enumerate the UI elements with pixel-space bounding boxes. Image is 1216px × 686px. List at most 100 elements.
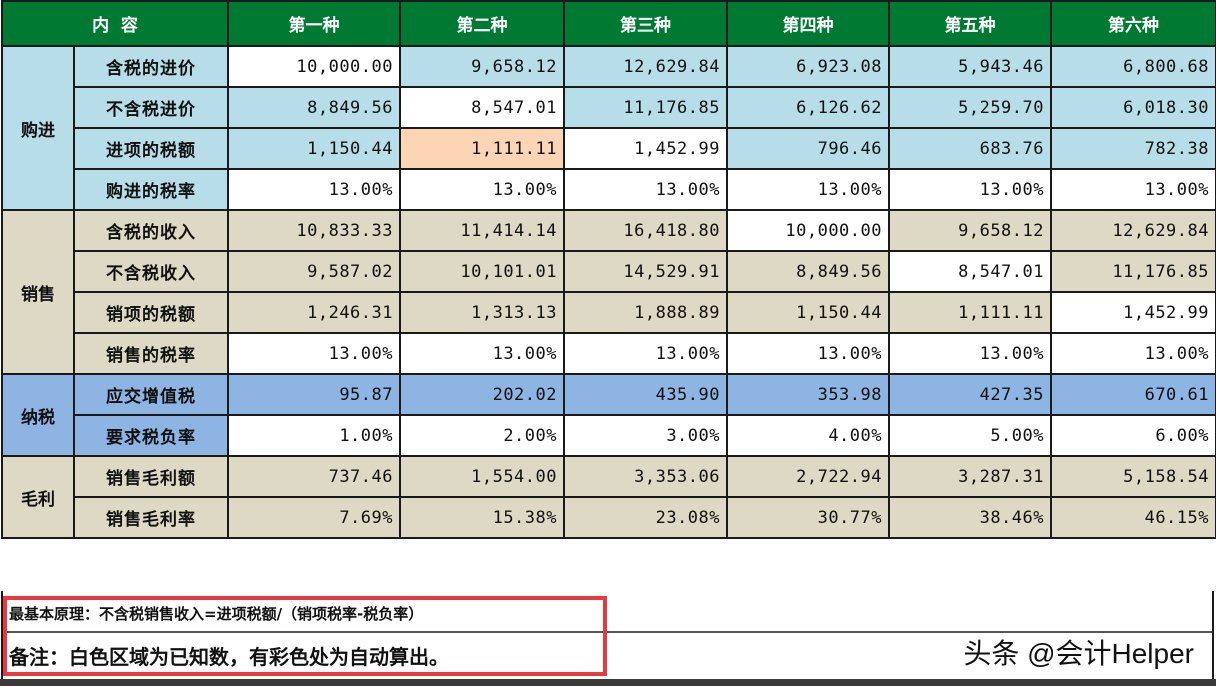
value-cell[interactable]: 30.77% (726, 496, 890, 539)
value-cell[interactable]: 13.00% (563, 332, 728, 375)
value-cell[interactable]: 5,158.54 (1050, 455, 1216, 498)
group-label[interactable]: 销售 (1, 209, 75, 375)
header-col-2[interactable]: 第二种 (399, 0, 565, 47)
value-cell[interactable]: 2,722.94 (726, 455, 890, 498)
value-cell[interactable]: 10,833.33 (227, 209, 401, 252)
value-cell[interactable]: 2.00% (399, 414, 565, 457)
value-cell[interactable]: 1,246.31 (227, 291, 401, 334)
row-label[interactable]: 销售的税率 (73, 332, 229, 375)
value-cell[interactable]: 1,111.11 (399, 127, 565, 170)
value-cell[interactable]: 3,287.31 (888, 455, 1052, 498)
value-cell[interactable]: 683.76 (888, 127, 1052, 170)
value-cell[interactable]: 13.00% (888, 332, 1052, 375)
value-cell[interactable]: 23.08% (563, 496, 728, 539)
row-label[interactable]: 进项的税额 (73, 127, 229, 170)
value-cell[interactable]: 5,943.46 (888, 45, 1052, 88)
header-content[interactable]: 内 容 (1, 0, 229, 47)
highlight-box (3, 596, 607, 676)
value-cell[interactable]: 427.35 (888, 373, 1052, 416)
value-cell[interactable]: 1,313.13 (399, 291, 565, 334)
value-cell[interactable]: 1,452.99 (563, 127, 728, 170)
value-cell[interactable]: 38.46% (888, 496, 1052, 539)
row-label[interactable]: 购进的税率 (73, 168, 229, 211)
row-label[interactable]: 含税的进价 (73, 45, 229, 88)
value-cell[interactable]: 796.46 (726, 127, 890, 170)
row-label[interactable]: 要求税负率 (73, 414, 229, 457)
value-cell[interactable]: 5.00% (888, 414, 1052, 457)
value-cell[interactable]: 16,418.80 (563, 209, 728, 252)
value-cell[interactable]: 9,658.12 (399, 45, 565, 88)
value-cell[interactable]: 15.38% (399, 496, 565, 539)
value-cell[interactable]: 13.00% (227, 332, 401, 375)
value-cell[interactable]: 670.61 (1050, 373, 1216, 416)
value-cell[interactable]: 9,658.12 (888, 209, 1052, 252)
row-label[interactable]: 销售毛利额 (73, 455, 229, 498)
value-cell[interactable]: 7.69% (227, 496, 401, 539)
value-cell[interactable]: 1.00% (227, 414, 401, 457)
value-cell[interactable]: 3.00% (563, 414, 728, 457)
group-label[interactable]: 购进 (1, 45, 75, 211)
row-label[interactable]: 不含税进价 (73, 86, 229, 129)
value-cell[interactable]: 13.00% (726, 168, 890, 211)
value-cell[interactable]: 1,111.11 (888, 291, 1052, 334)
value-cell[interactable]: 11,176.85 (1050, 250, 1216, 293)
value-cell[interactable]: 13.00% (1050, 332, 1216, 375)
value-cell[interactable]: 1,554.00 (399, 455, 565, 498)
value-cell[interactable]: 46.15% (1050, 496, 1216, 539)
group-label[interactable]: 纳税 (1, 373, 75, 457)
value-cell[interactable]: 12,629.84 (563, 45, 728, 88)
header-col-4[interactable]: 第四种 (726, 0, 890, 47)
value-cell[interactable]: 10,000.00 (726, 209, 890, 252)
row-label[interactable]: 不含税收入 (73, 250, 229, 293)
value-cell[interactable]: 10,000.00 (227, 45, 401, 88)
remark-note[interactable]: 备注：白色区域为已知数，有彩色处为自动算出。 (9, 645, 449, 669)
row-label[interactable]: 销售毛利率 (73, 496, 229, 539)
principle-note[interactable]: 最基本原理：不含税销售收入=进项税额/（销项税率-税负率） (9, 605, 424, 623)
value-cell[interactable]: 13.00% (399, 332, 565, 375)
value-cell[interactable]: 12,629.84 (1050, 209, 1216, 252)
value-cell[interactable]: 8,547.01 (399, 86, 565, 129)
value-cell[interactable]: 6,018.30 (1050, 86, 1216, 129)
value-cell[interactable]: 11,414.14 (399, 209, 565, 252)
value-cell[interactable]: 6.00% (1050, 414, 1216, 457)
value-cell[interactable]: 13.00% (399, 168, 565, 211)
value-cell[interactable]: 4.00% (726, 414, 890, 457)
header-col-3[interactable]: 第三种 (563, 0, 728, 47)
value-cell[interactable]: 353.98 (726, 373, 890, 416)
value-cell[interactable]: 8,849.56 (726, 250, 890, 293)
value-cell[interactable]: 13.00% (563, 168, 728, 211)
value-cell[interactable]: 13.00% (888, 168, 1052, 211)
table-row: 销售 含税的收入 10,833.33 11,414.14 16,418.80 10,000… (1, 209, 1216, 375)
value-cell[interactable]: 13.00% (1050, 168, 1216, 211)
value-cell[interactable]: 6,923.08 (726, 45, 890, 88)
row-label[interactable]: 应交增值税 (73, 373, 229, 416)
value-cell[interactable]: 6,800.68 (1050, 45, 1216, 88)
value-cell[interactable]: 13.00% (726, 332, 890, 375)
row-label[interactable]: 含税的收入 (73, 209, 229, 252)
value-cell[interactable]: 1,452.99 (1050, 291, 1216, 334)
table-row: 购进的税率 13.00% 13.00% 13.00% 13.00% 13.00% 13.00… (2, 168, 1216, 211)
value-cell[interactable]: 737.46 (227, 455, 401, 498)
value-cell[interactable]: 5,259.70 (888, 86, 1052, 129)
header-col-5[interactable]: 第五种 (888, 0, 1052, 47)
value-cell[interactable]: 1,888.89 (563, 291, 728, 334)
value-cell[interactable]: 3,353.06 (563, 455, 728, 498)
value-cell[interactable]: 13.00% (227, 168, 401, 211)
value-cell[interactable]: 11,176.85 (563, 86, 728, 129)
header-col-1[interactable]: 第一种 (227, 0, 401, 47)
value-cell[interactable]: 8,849.56 (227, 86, 401, 129)
value-cell[interactable]: 1,150.44 (726, 291, 890, 334)
value-cell[interactable]: 435.90 (563, 373, 728, 416)
value-cell[interactable]: 9,587.02 (227, 250, 401, 293)
value-cell[interactable]: 8,547.01 (888, 250, 1052, 293)
value-cell[interactable]: 14,529.91 (563, 250, 728, 293)
header-col-6[interactable]: 第六种 (1050, 0, 1216, 47)
value-cell[interactable]: 10,101.01 (399, 250, 565, 293)
value-cell[interactable]: 1,150.44 (227, 127, 401, 170)
row-label[interactable]: 销项的税额 (73, 291, 229, 334)
value-cell[interactable]: 6,126.62 (726, 86, 890, 129)
value-cell[interactable]: 782.38 (1050, 127, 1216, 170)
value-cell[interactable]: 95.87 (227, 373, 401, 416)
value-cell[interactable]: 202.02 (399, 373, 565, 416)
group-label[interactable]: 毛利 (1, 455, 75, 539)
